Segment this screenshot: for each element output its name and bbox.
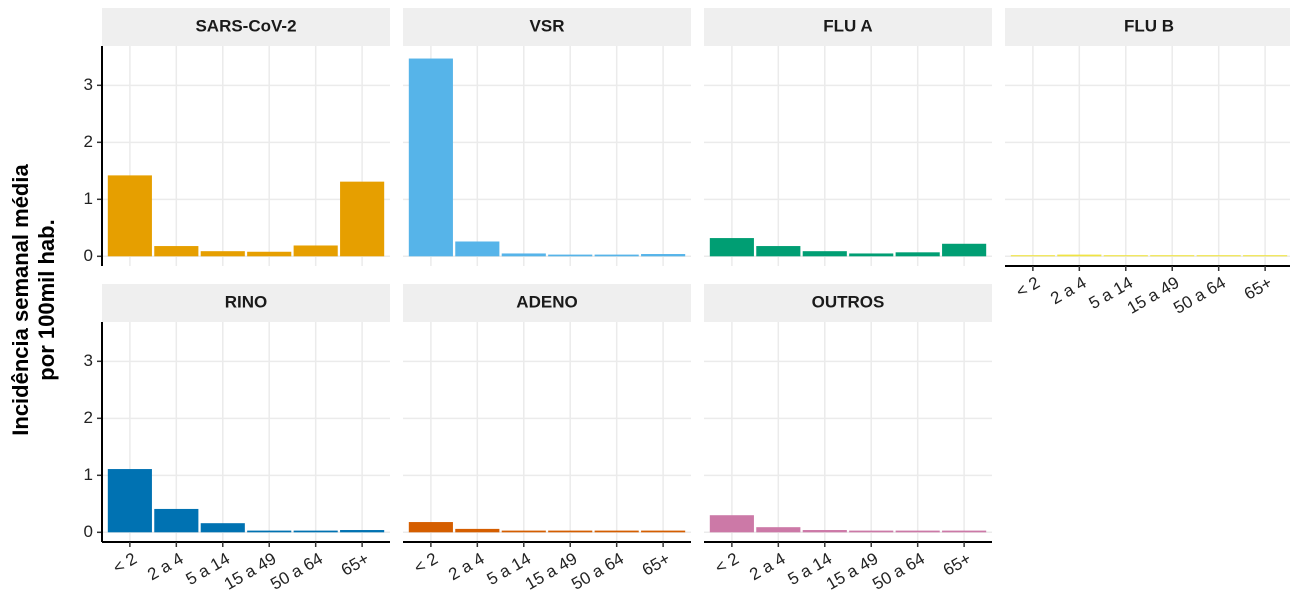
bar xyxy=(107,469,152,533)
x-tick-label: 15 a 49 xyxy=(522,549,581,594)
bar xyxy=(154,508,199,533)
x-tick-label: 2 a 4 xyxy=(445,549,487,584)
bar xyxy=(895,252,940,257)
bar xyxy=(709,238,754,257)
panel-title: VSR xyxy=(530,16,565,35)
bar xyxy=(501,530,546,533)
bar xyxy=(849,253,894,257)
x-tick-label: 50 a 64 xyxy=(568,549,627,594)
strip xyxy=(403,8,691,46)
bar xyxy=(293,530,338,533)
bar xyxy=(455,241,500,257)
panel-title: RINO xyxy=(225,292,268,311)
y-tick-label: 0 xyxy=(84,522,93,541)
bar xyxy=(293,245,338,257)
y-tick-label: 0 xyxy=(84,246,93,265)
bar xyxy=(408,522,453,533)
strip xyxy=(102,284,390,322)
strip xyxy=(704,284,992,322)
bar xyxy=(942,243,987,257)
panel: VSR xyxy=(403,8,691,266)
bar xyxy=(756,527,801,533)
bar xyxy=(895,530,940,533)
bar xyxy=(501,253,546,257)
panel: FLU A xyxy=(704,8,992,266)
x-tick-label: < 2 xyxy=(712,549,742,578)
x-tick-label: 15 a 49 xyxy=(1124,273,1183,318)
bar xyxy=(641,254,686,257)
x-tick-label: 15 a 49 xyxy=(823,549,882,594)
bar xyxy=(200,251,245,257)
strip xyxy=(704,8,992,46)
bar xyxy=(1196,255,1241,257)
bar xyxy=(1243,255,1288,257)
panel-title: FLU A xyxy=(823,16,872,35)
bar xyxy=(942,530,987,533)
x-tick-label: 65+ xyxy=(639,549,674,580)
panel-title: ADENO xyxy=(516,292,577,311)
bar xyxy=(802,530,847,533)
bar xyxy=(709,515,754,533)
y-tick-label: 2 xyxy=(84,132,93,151)
bar xyxy=(107,175,152,257)
x-tick-label: 2 a 4 xyxy=(1047,273,1089,308)
bar xyxy=(247,530,292,533)
panel: SARS-CoV-2 0 1 2 3 xyxy=(84,8,390,266)
x-tick-label: < 2 xyxy=(110,549,140,578)
bar xyxy=(756,246,801,257)
strip xyxy=(102,8,390,46)
y-tick-label: 1 xyxy=(84,189,93,208)
y-tick-label: 3 xyxy=(84,75,93,94)
x-tick-label: 50 a 64 xyxy=(1170,273,1229,318)
bar xyxy=(1150,255,1195,257)
bar xyxy=(340,181,385,257)
panel-title: OUTROS xyxy=(812,292,885,311)
bar xyxy=(247,251,292,257)
x-tick-label: < 2 xyxy=(1013,273,1043,302)
y-tick-label: 1 xyxy=(84,465,93,484)
bar xyxy=(1057,254,1102,257)
x-tick-label: 65+ xyxy=(1241,273,1276,304)
x-tick-label: < 2 xyxy=(411,549,441,578)
bar xyxy=(548,530,593,533)
x-tick-label: 2 a 4 xyxy=(746,549,788,584)
bar xyxy=(802,251,847,257)
bar xyxy=(594,530,639,533)
strip xyxy=(1005,8,1290,46)
panel-title: SARS-CoV-2 xyxy=(195,16,296,35)
panel-title: FLU B xyxy=(1124,16,1174,35)
bar xyxy=(641,530,686,533)
bar xyxy=(408,58,453,257)
bar xyxy=(548,254,593,257)
bar xyxy=(594,254,639,257)
bar xyxy=(200,523,245,533)
x-tick-label: 65+ xyxy=(940,549,975,580)
x-tick-label: 2 a 4 xyxy=(144,549,186,584)
x-tick-label: 50 a 64 xyxy=(267,549,326,594)
y-axis-title-line: Incidência semanal média xyxy=(8,164,33,436)
bar xyxy=(154,246,199,257)
bar xyxy=(849,530,894,533)
x-tick-label: 15 a 49 xyxy=(221,549,280,594)
bar xyxy=(340,530,385,533)
y-tick-label: 2 xyxy=(84,408,93,427)
bar xyxy=(1010,255,1055,257)
x-tick-label: 50 a 64 xyxy=(869,549,928,594)
bar xyxy=(455,528,500,533)
x-tick-label: 65+ xyxy=(338,549,373,580)
bar xyxy=(1103,255,1148,257)
strip xyxy=(403,284,691,322)
y-axis-title-line: por 100mil hab. xyxy=(34,219,59,380)
y-tick-label: 3 xyxy=(84,351,93,370)
y-axis-title: Incidência semanal média por 100mil hab. xyxy=(8,164,59,436)
